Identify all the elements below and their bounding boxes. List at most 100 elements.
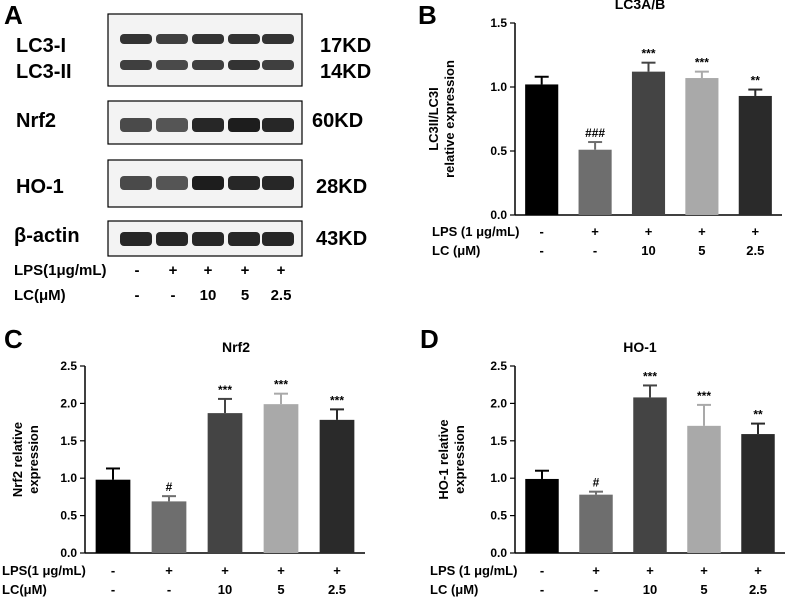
x-row2-label: LC (μM)	[432, 243, 480, 258]
bar	[633, 397, 667, 553]
band-lc3-i	[120, 34, 152, 44]
blot-image-lc3	[107, 13, 303, 87]
y-tick-label: 0.0	[60, 546, 77, 560]
kd-label-beta-actin: 43KD	[316, 228, 367, 250]
x-row1-value: +	[645, 224, 653, 239]
bar	[578, 149, 612, 215]
blot-panel: LC3-I LC3-II Nrf2 HO-1 β-actin 17KD 14KD…	[14, 13, 371, 304]
blot-lc-value: 5	[241, 287, 249, 304]
band-ho-1	[262, 176, 294, 190]
y-tick-label: 0.0	[490, 208, 507, 222]
x-row2-value: -	[594, 582, 598, 597]
kd-label-nrf2: 60KD	[312, 110, 363, 132]
band-beta-actin	[120, 232, 152, 246]
chart-title: LC3A/B	[615, 0, 666, 12]
blot-lps-value: -	[135, 262, 140, 279]
x-row2-label: LC(μM)	[2, 582, 47, 597]
y-axis-label: expression	[26, 425, 41, 494]
kd-label-lc3-ii: 14KD	[320, 61, 371, 83]
y-tick-label: 1.0	[490, 471, 507, 485]
blot-label-nrf2: Nrf2	[16, 110, 56, 132]
y-tick-label: 2.5	[60, 359, 77, 373]
band-lc3-i	[262, 34, 294, 44]
band-ho-1	[156, 176, 188, 190]
blot-lps-value: +	[277, 262, 286, 279]
bar	[525, 478, 559, 553]
band-beta-actin	[228, 232, 260, 246]
y-tick-label: 2.0	[60, 396, 77, 410]
x-row2-value: 5	[700, 582, 707, 597]
kd-label-lc3-i: 17KD	[320, 35, 371, 57]
x-row2-value: -	[167, 582, 171, 597]
blot-lc-value: 10	[200, 287, 217, 304]
significance-label: ###	[585, 126, 605, 140]
chart-nrf2: Nrf2 Nrf2 relative expression 0.0 0.5 1.0 1.5 2…	[2, 339, 365, 597]
blot-label-beta-actin: β-actin	[14, 225, 80, 247]
panel-letter-a: A	[4, 0, 23, 30]
blot-label-lc3-i: LC3-I	[16, 35, 66, 57]
chart-ho-1: HO-1 HO-1 relative expression 0.0 0.5 1.0 1.5 2…	[430, 339, 785, 597]
y-tick-label: 1.0	[490, 80, 507, 94]
x-row1-value: +	[277, 563, 285, 578]
panel-letter-d: D	[420, 324, 439, 354]
y-tick-label: 2.5	[490, 359, 507, 373]
blot-label-lc3-ii: LC3-II	[16, 61, 72, 83]
bar	[207, 413, 243, 553]
x-row1-value: +	[591, 224, 599, 239]
significance-label: ***	[330, 393, 344, 407]
x-row2-value: -	[593, 243, 597, 258]
band-nrf2	[120, 118, 152, 132]
x-row1-label: LPS(1 μg/mL)	[2, 563, 86, 578]
bar	[687, 425, 721, 553]
chart-title: HO-1	[623, 339, 657, 355]
x-row2-label: LC (μM)	[430, 582, 478, 597]
band-beta-actin	[262, 232, 294, 246]
bar	[525, 84, 559, 215]
x-row1-label: LPS (1 μg/mL)	[432, 224, 519, 239]
blot-bands	[120, 34, 294, 246]
x-row2-value: -	[540, 582, 544, 597]
band-ho-1	[228, 176, 260, 190]
kd-label-ho-1: 28KD	[316, 176, 367, 198]
x-row2-value: -	[111, 582, 115, 597]
blot-label-ho-1: HO-1	[16, 176, 64, 198]
blot-condition-values: - + + + + - - 10 5 2.5	[135, 262, 292, 304]
band-nrf2	[192, 118, 224, 132]
x-row1-value: +	[165, 563, 173, 578]
x-row2-value: 10	[641, 243, 655, 258]
x-row1-value: +	[698, 224, 706, 239]
significance-label: **	[751, 74, 761, 88]
y-tick-label: 1.5	[490, 16, 507, 30]
y-tick-label: 1.5	[490, 434, 507, 448]
x-row1-value: +	[592, 563, 600, 578]
y-tick-label: 1.5	[60, 434, 77, 448]
bar	[685, 78, 719, 215]
x-row1-value: -	[111, 563, 115, 578]
x-row1-value: +	[646, 563, 654, 578]
significance-label: ***	[274, 378, 288, 392]
x-row1-label: LPS (1 μg/mL)	[430, 563, 517, 578]
band-nrf2	[262, 118, 294, 132]
band-lc3-ii	[120, 60, 152, 70]
x-row2-value: 2.5	[328, 582, 346, 597]
significance-label: ***	[641, 47, 655, 61]
bar	[579, 494, 613, 553]
significance-label: #	[593, 476, 600, 490]
bar	[95, 479, 131, 553]
blot-lc-value: 2.5	[271, 287, 292, 304]
band-ho-1	[192, 176, 224, 190]
x-row1-value: +	[700, 563, 708, 578]
band-lc3-i	[192, 34, 224, 44]
band-lc3-ii	[262, 60, 294, 70]
x-row2-value: 10	[218, 582, 232, 597]
y-tick-label: 2.0	[490, 396, 507, 410]
band-ho-1	[120, 176, 152, 190]
blot-lps-value: +	[241, 262, 250, 279]
y-tick-label: 0.5	[60, 509, 77, 523]
significance-label: ***	[218, 383, 232, 397]
band-beta-actin	[156, 232, 188, 246]
x-row1-value: +	[752, 224, 760, 239]
x-row1-value: +	[333, 563, 341, 578]
blot-lps-value: +	[204, 262, 213, 279]
bar	[741, 434, 775, 553]
